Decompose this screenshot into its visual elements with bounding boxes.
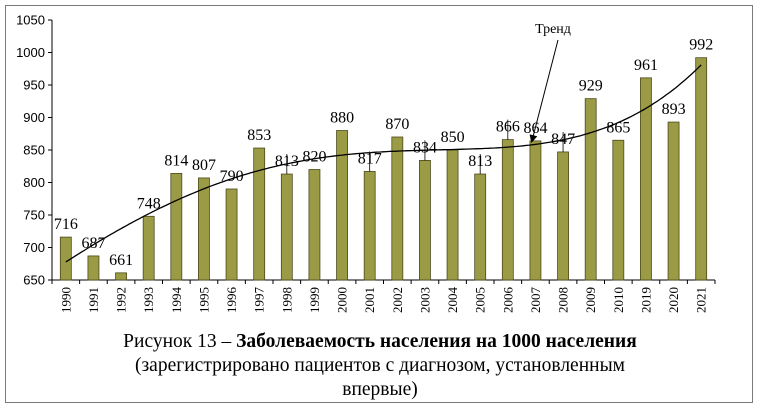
data-label: 716	[54, 216, 78, 233]
x-tick-label: 1998	[279, 287, 294, 313]
bar	[640, 77, 652, 281]
bar	[446, 149, 459, 281]
y-tick-label: 900	[23, 110, 45, 125]
x-tick-label: 2020	[666, 287, 681, 313]
data-label: 893	[662, 101, 686, 118]
x-tick-label: 2019	[638, 287, 653, 313]
y-tick-label: 1050	[16, 13, 45, 28]
y-tick-label: 700	[23, 240, 45, 255]
data-label: 850	[441, 129, 465, 146]
x-tick-label: 1995	[196, 287, 211, 313]
y-tick-label: 650	[23, 273, 45, 288]
x-tick-label: 1993	[141, 287, 156, 313]
trend-line-group: Тренд	[65, 22, 702, 263]
bar	[225, 188, 238, 281]
data-label: 748	[137, 195, 161, 212]
x-tick-label: 2010	[611, 287, 626, 313]
x-tick-label: 1997	[252, 287, 267, 314]
bar	[336, 130, 348, 281]
data-label: 961	[634, 57, 658, 74]
figure-frame	[5, 5, 753, 403]
y-tick-label: 800	[23, 175, 45, 190]
bar	[695, 57, 708, 281]
bar	[363, 171, 376, 281]
data-label: 814	[164, 152, 188, 169]
x-tick-label: 1996	[224, 287, 239, 314]
bar	[170, 172, 183, 281]
caption-title: Заболеваемость населения на 1000 населен…	[236, 331, 637, 352]
trend-arrow	[529, 39, 559, 143]
data-label: 992	[689, 37, 713, 54]
bar	[87, 255, 100, 281]
x-tick-label: 2003	[417, 287, 432, 313]
bar	[501, 139, 514, 281]
y-tick-label: 850	[23, 143, 45, 158]
y-tick-label: 950	[23, 78, 45, 93]
bar	[557, 151, 569, 281]
caption-line-1: Рисунок 13 – Заболеваемость населения на…	[0, 330, 760, 354]
x-tick-label: 1990	[58, 287, 73, 313]
x-tick-label: 1999	[307, 287, 322, 313]
bar	[584, 98, 597, 281]
x-tick-label: 1991	[86, 287, 101, 313]
x-tick-label: 2001	[362, 287, 377, 313]
axes: 650 700 750 800 850 900 950 1000 1050	[16, 13, 716, 288]
data-label: 870	[385, 116, 409, 133]
caption-line-2: (зарегистрировано пациентов с диагнозом,…	[134, 355, 626, 376]
bar	[419, 159, 431, 281]
y-tick-label: 1000	[16, 45, 45, 60]
bar	[612, 139, 625, 281]
x-tick-label: 2006	[500, 287, 515, 314]
data-label: 853	[247, 127, 271, 144]
bar	[308, 169, 321, 281]
data-label: 880	[330, 110, 354, 127]
bar	[474, 173, 487, 281]
x-tick-label: 2007	[528, 287, 543, 314]
bar	[115, 272, 127, 281]
y-tick-label: 750	[23, 208, 45, 223]
data-label: 929	[579, 78, 603, 95]
x-tick-label: 2008	[556, 287, 571, 313]
x-tick-label: 1994	[169, 287, 184, 314]
bar	[253, 147, 266, 281]
data-label: 661	[109, 252, 133, 269]
trend-label: Тренд	[535, 22, 571, 37]
x-tick-label: 2009	[583, 287, 598, 313]
caption-line-3: впервые)	[342, 379, 418, 400]
x-tick-label: 2000	[335, 287, 350, 313]
data-label: 865	[606, 119, 630, 136]
data-label: 807	[192, 157, 216, 174]
bar	[142, 215, 155, 281]
figure-caption: Рисунок 13 – Заболеваемость населения на…	[0, 330, 760, 402]
x-tick-label: 2002	[390, 287, 405, 313]
x-tick-label: 2004	[445, 287, 460, 314]
bar	[667, 121, 680, 281]
trend-line	[65, 64, 702, 263]
x-tick-label: 1992	[114, 287, 129, 313]
bar	[59, 236, 72, 281]
x-tick-label: 2005	[473, 287, 488, 313]
bar	[198, 177, 210, 281]
bars	[59, 57, 708, 281]
x-tick-labels: 1990 1991 1992 1993 1994 1995 1996 1997 1998 1999…	[58, 287, 708, 314]
data-label: 820	[302, 149, 326, 166]
caption-prefix: Рисунок 13 –	[123, 331, 237, 352]
bar	[280, 173, 293, 281]
x-tick-label: 2021	[694, 287, 709, 313]
bar	[391, 136, 404, 281]
bar	[529, 140, 542, 281]
